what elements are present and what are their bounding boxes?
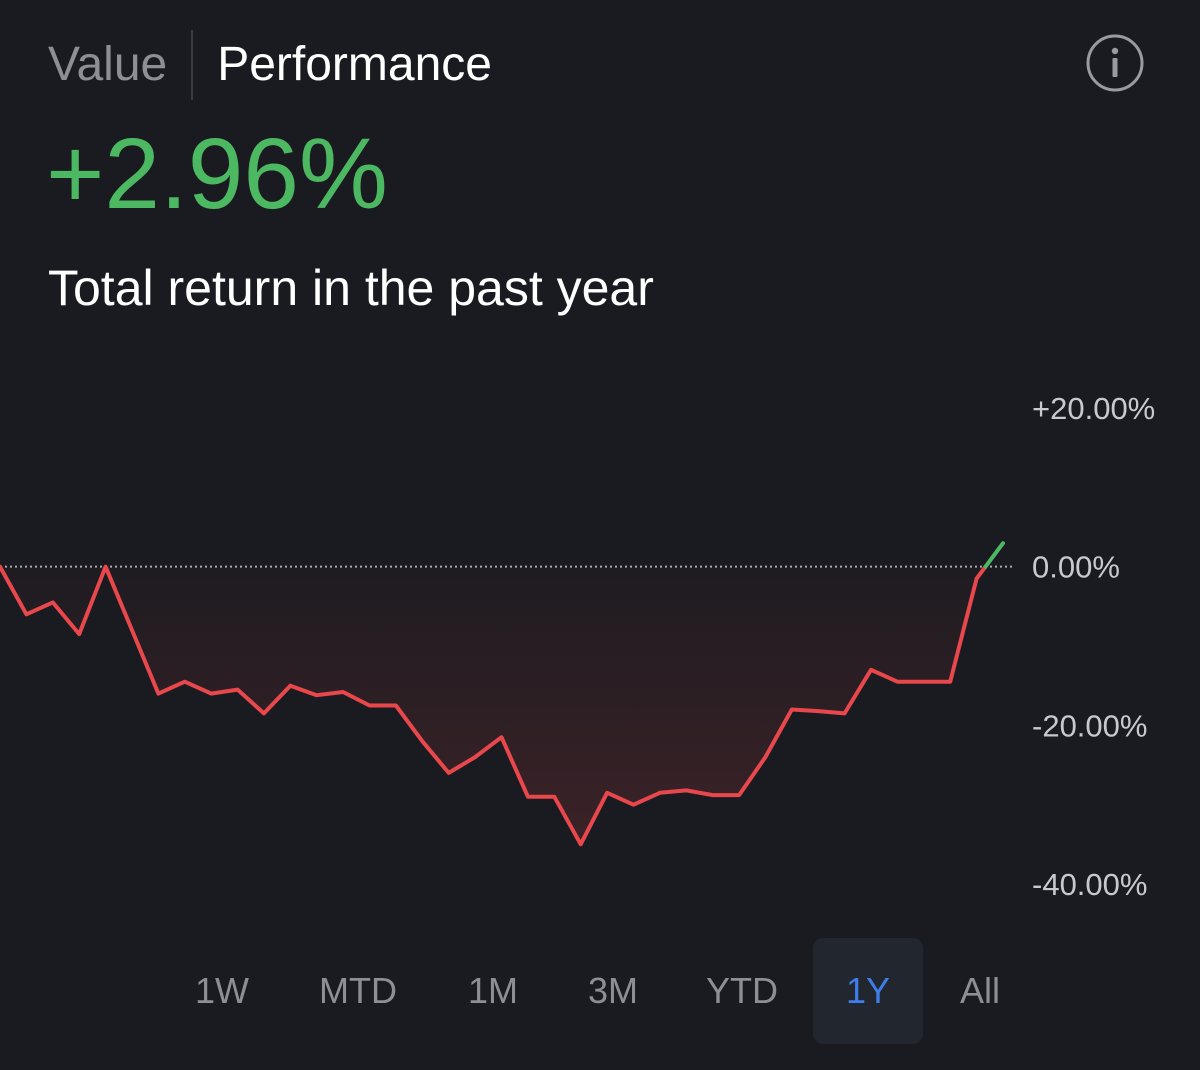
y-tick-label: -40.00% (1032, 867, 1147, 902)
series-line-negative (0, 564, 988, 847)
y-tick-label: +20.00% (1032, 391, 1155, 426)
tab-divider (191, 30, 194, 100)
view-tabs: Value Performance (48, 30, 492, 100)
info-circle-icon (1086, 34, 1144, 92)
y-tick-label: 0.00% (1032, 550, 1120, 585)
range-button-all[interactable]: All (959, 970, 1000, 1011)
y-tick-label: -20.00% (1032, 708, 1147, 743)
total-return-value: +2.96% (46, 118, 388, 230)
negative-area-fill (0, 566, 986, 845)
info-button[interactable] (1086, 34, 1144, 92)
range-button-1y[interactable]: 1Y (813, 938, 923, 1044)
range-button-ytd[interactable]: YTD (706, 970, 778, 1011)
range-button-1w[interactable]: 1W (195, 970, 249, 1011)
range-button-mtd[interactable]: MTD (319, 970, 397, 1011)
tab-value[interactable]: Value (48, 38, 168, 91)
series-line-positive (983, 541, 1005, 569)
total-return-caption: Total return in the past year (48, 260, 654, 316)
range-button-1m[interactable]: 1M (467, 970, 518, 1011)
range-button-3m[interactable]: 3M (587, 970, 638, 1011)
tab-performance[interactable]: Performance (217, 38, 492, 91)
time-range-selector: 1W MTD 1M 3M YTD 1Y All (0, 938, 1200, 1044)
